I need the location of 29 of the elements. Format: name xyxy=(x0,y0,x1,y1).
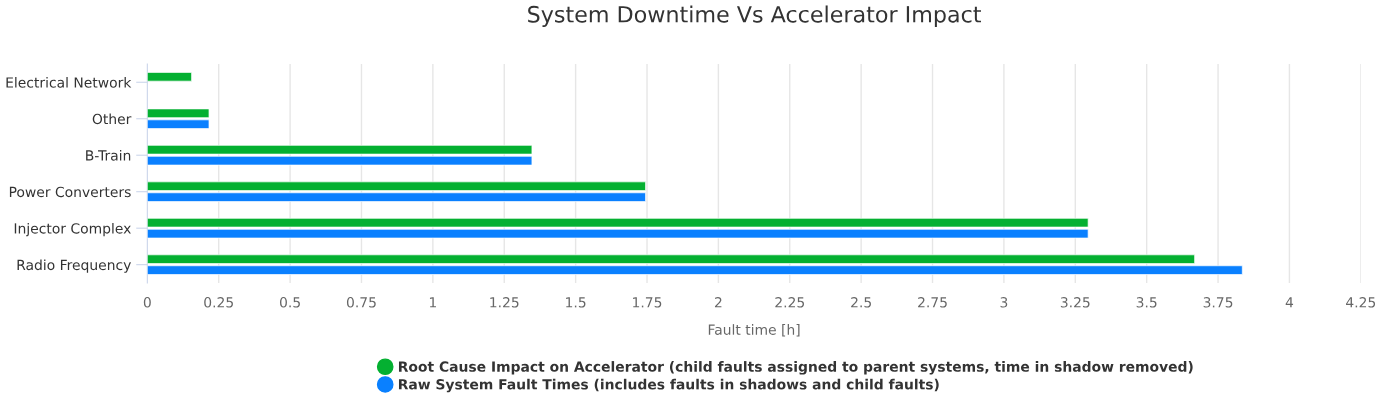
y-tick-label: Power Converters xyxy=(9,186,131,198)
x-tick-label: 3.75 xyxy=(1203,297,1233,308)
x-tick-label: 0.75 xyxy=(346,297,376,308)
x-tick-label: 1.25 xyxy=(490,297,519,308)
x-tick-label: 1.75 xyxy=(633,297,662,308)
x-tick-label: 0 xyxy=(143,297,151,308)
x-tick-label: 0.5 xyxy=(279,297,300,308)
y-tick-label: Injector Complex xyxy=(14,222,131,237)
x-tick-label: 3 xyxy=(1000,297,1008,308)
x-tick-label: 1.5 xyxy=(566,297,586,308)
y-tick-label: B-Train xyxy=(86,149,131,161)
y-tick-label: Electrical Network xyxy=(6,76,132,88)
x-tick-label: 2 xyxy=(714,297,722,308)
legend-label: Raw System Fault Times (includes faults in shadows and child faults) xyxy=(398,378,939,393)
y-tick-label: Radio Frequency xyxy=(17,259,131,273)
x-axis-title: Fault time [h] xyxy=(708,324,800,337)
x-tick-label: 4 xyxy=(1285,297,1294,308)
chart-title: System Downtime Vs Accelerator Impact xyxy=(528,5,981,27)
x-tick-label: 2.25 xyxy=(775,297,805,308)
x-tick-label: 3.5 xyxy=(1136,297,1157,308)
bar xyxy=(147,72,192,82)
x-tick-label: 3.25 xyxy=(1060,297,1090,308)
x-tick-label: 4.25 xyxy=(1346,297,1376,308)
legend-label: Root Cause Impact on Accelerator (child faults assigned to parent systems, time in shadow removed) xyxy=(398,361,1193,375)
x-tick-label: 2.5 xyxy=(851,297,871,308)
x-tick-label: 1 xyxy=(429,297,436,308)
x-tick-label: 0.25 xyxy=(204,297,233,308)
x-tick-label: 2.75 xyxy=(918,297,947,308)
y-tick-label: Other xyxy=(92,113,132,125)
